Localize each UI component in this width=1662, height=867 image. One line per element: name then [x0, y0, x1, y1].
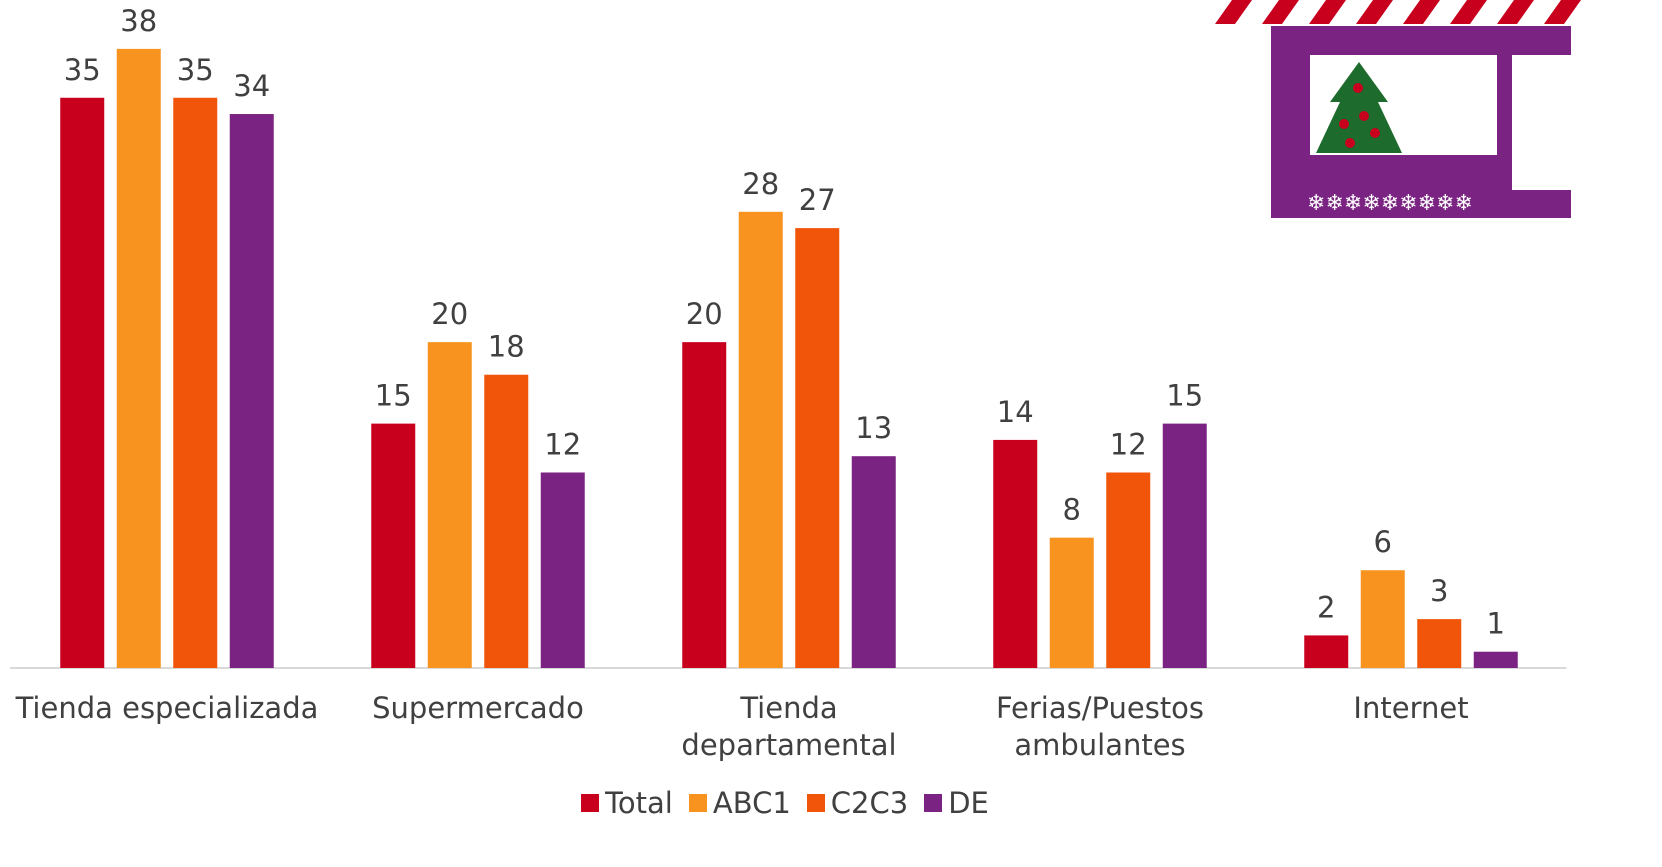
- x-tick-label: Tienda departamental: [681, 691, 897, 762]
- bar: [60, 97, 105, 668]
- bar: [371, 423, 416, 668]
- x-tick-label: Supermercado: [372, 691, 584, 725]
- bar: [1304, 635, 1349, 668]
- legend-swatch: [924, 794, 943, 812]
- value-label: 28: [742, 167, 779, 201]
- value-label: 6: [1374, 525, 1392, 559]
- bar: [116, 48, 161, 668]
- value-label: 8: [1063, 493, 1081, 527]
- bar: [540, 472, 585, 668]
- bar: [1162, 423, 1207, 668]
- bar: [682, 342, 727, 668]
- legend-label: DE: [948, 786, 989, 820]
- x-tick-label: Ferias/Puestos ambulantes: [995, 691, 1205, 762]
- legend-item: Total: [581, 786, 673, 820]
- legend-item: C2C3: [806, 786, 909, 820]
- bar: [229, 114, 274, 669]
- legend: Total ABC1 C2C3 DE: [0, 786, 1570, 820]
- value-label: 34: [233, 69, 270, 103]
- bar: [993, 439, 1038, 668]
- legend-label: Total: [605, 786, 673, 820]
- bar: [738, 211, 783, 668]
- svg-text:❄❄❄❄❄❄❄❄❄: ❄❄❄❄❄❄❄❄❄: [1307, 191, 1473, 216]
- decoration: ❄❄❄❄❄❄❄❄❄: [1215, 0, 1581, 218]
- value-label: 2: [1317, 590, 1335, 624]
- value-label: 18: [488, 330, 525, 364]
- value-label: 14: [997, 395, 1034, 429]
- x-tick-label: Tienda especializada: [15, 691, 319, 725]
- value-label: 20: [686, 297, 723, 331]
- bar: [851, 456, 896, 668]
- bar: [1049, 537, 1094, 668]
- legend-item: DE: [924, 786, 989, 820]
- value-label: 35: [177, 53, 214, 87]
- bar: [173, 97, 218, 668]
- value-label: 3: [1430, 574, 1448, 608]
- x-tick-label: Internet: [1353, 691, 1469, 725]
- legend-swatch: [806, 794, 825, 812]
- value-label: 38: [120, 4, 157, 38]
- bar: [427, 342, 472, 668]
- bar: [484, 374, 529, 668]
- bar: [1106, 472, 1151, 668]
- value-label: 15: [375, 379, 412, 413]
- value-label: 27: [799, 183, 836, 217]
- value-label: 1: [1487, 607, 1505, 641]
- legend-label: C2C3: [830, 786, 909, 820]
- legend-swatch: [581, 794, 600, 812]
- value-label: 20: [431, 297, 468, 331]
- value-label: 35: [64, 53, 101, 87]
- value-label: 12: [1110, 427, 1147, 461]
- bar: [795, 228, 840, 668]
- value-label: 12: [544, 427, 581, 461]
- legend-swatch: [688, 794, 707, 812]
- value-label: 15: [1166, 379, 1203, 413]
- bar: [1417, 619, 1462, 668]
- bar: [1473, 651, 1518, 668]
- bar: [1360, 570, 1405, 668]
- value-label: 13: [855, 411, 892, 445]
- legend-label: ABC1: [712, 786, 791, 820]
- legend-item: ABC1: [688, 786, 791, 820]
